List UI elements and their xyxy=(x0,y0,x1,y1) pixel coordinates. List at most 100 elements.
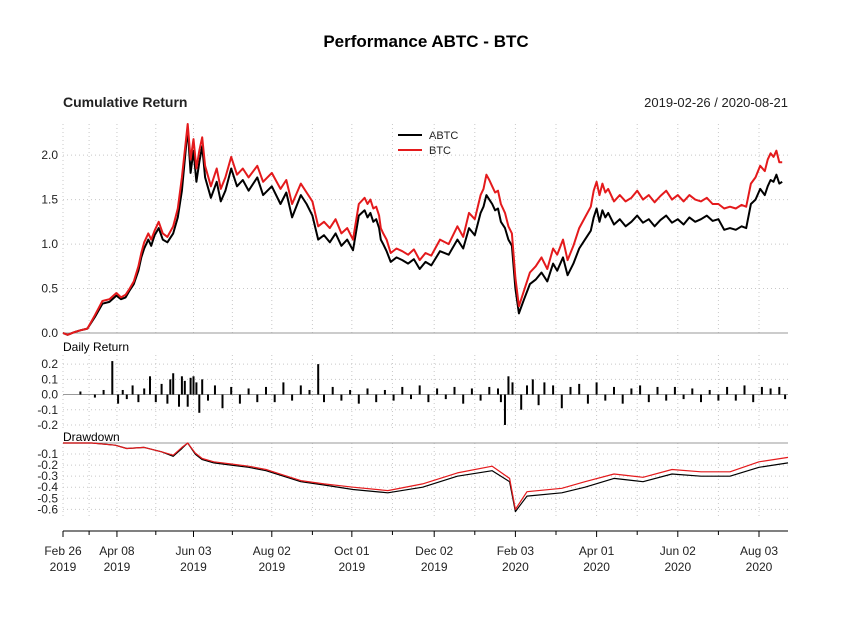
cum-ytick-label: 1.0 xyxy=(41,237,58,251)
daily-return-bar xyxy=(192,376,195,395)
daily-return-bar xyxy=(178,394,180,407)
daily-return-bar xyxy=(453,386,456,395)
daily-return-bar xyxy=(743,385,746,395)
daily-return-bar xyxy=(131,385,134,395)
daily-return-bar xyxy=(198,394,201,413)
daily-return-bar xyxy=(375,394,378,403)
daily-return-bar xyxy=(273,394,276,403)
daily-return-bar xyxy=(673,386,676,395)
grid-lines xyxy=(62,124,788,516)
daily-return-bar xyxy=(531,379,534,395)
daily-return-bar xyxy=(708,389,711,395)
daily-return-bar xyxy=(247,388,250,395)
daily-return-bar xyxy=(752,394,755,403)
cum-ytick-label: 1.5 xyxy=(41,193,58,207)
daily-return-bar xyxy=(256,394,259,403)
daily-return-bar xyxy=(760,386,763,395)
daily-return-bar xyxy=(613,386,615,395)
daily-return-bar xyxy=(238,394,241,404)
daily-return-bar xyxy=(691,388,694,395)
dd-ytick-label: -0.5 xyxy=(37,491,58,505)
daily-return-bar xyxy=(497,388,499,395)
x-tick-year: 2019 xyxy=(104,560,131,574)
daily-return-bar xyxy=(230,386,233,395)
daily-return-bar xyxy=(186,394,189,407)
drawdown-panel: -0.1-0.2-0.3-0.4-0.5-0.6 xyxy=(37,442,789,516)
daily-return-bar xyxy=(665,394,668,401)
x-tick-month: Jun 02 xyxy=(660,544,696,558)
daily-return-bar xyxy=(154,394,157,403)
daily-ytick-label: 0.1 xyxy=(41,372,58,386)
daily-return-bar xyxy=(317,364,320,395)
x-tick-month: Oct 01 xyxy=(334,544,370,558)
daily-return-bar xyxy=(121,389,124,395)
daily-return-bar xyxy=(656,386,659,395)
drawdown-title: Drawdown xyxy=(63,430,120,444)
x-tick-month: Aug 02 xyxy=(253,544,291,558)
x-tick-year: 2019 xyxy=(50,560,77,574)
daily-return-bar xyxy=(734,394,737,401)
daily-return-bar xyxy=(169,379,172,395)
daily-return-bar xyxy=(427,394,430,403)
cum-series-abtc xyxy=(62,127,783,336)
daily-return-bar xyxy=(137,394,140,403)
cum-ytick-label: 0.0 xyxy=(41,326,58,340)
daily-return-bar xyxy=(444,394,447,400)
x-tick-month: Feb 03 xyxy=(497,544,535,558)
daily-return-bar xyxy=(265,386,267,395)
daily-return-bar xyxy=(340,394,343,401)
daily-return-bar xyxy=(410,394,412,400)
x-axis: Feb 26 2019 Apr 08 2019 Jun 03 2019 Aug 02 2019… xyxy=(44,530,788,574)
dd-ytick-label: -0.3 xyxy=(37,469,58,483)
daily-return-bar xyxy=(383,389,386,395)
daily-return-title: Daily Return xyxy=(63,340,129,354)
daily-return-bar xyxy=(125,394,128,400)
dd-ytick-label: -0.4 xyxy=(37,480,58,494)
x-tick-year: 2020 xyxy=(746,560,773,574)
x-tick-year: 2020 xyxy=(664,560,691,574)
x-tick-month: Jun 03 xyxy=(175,544,211,558)
daily-ytick-label: 0.0 xyxy=(41,388,58,402)
daily-return-bar xyxy=(595,382,598,395)
daily-return-bar xyxy=(201,379,204,395)
x-tick-month: Dec 02 xyxy=(415,544,453,558)
daily-return-bar xyxy=(291,394,294,401)
daily-return-bar xyxy=(470,388,473,395)
daily-return-bar xyxy=(401,386,404,395)
daily-return-bar xyxy=(560,394,563,409)
daily-return-bar xyxy=(149,376,151,395)
x-tick-year: 2019 xyxy=(180,560,207,574)
daily-return-bar xyxy=(784,394,787,400)
daily-return-bar xyxy=(213,385,216,395)
x-tick-year: 2020 xyxy=(583,560,610,574)
daily-return-bar xyxy=(499,394,502,403)
cum-ytick-label: 2.0 xyxy=(41,148,58,162)
daily-return-bar xyxy=(604,394,607,401)
daily-return-bar xyxy=(221,394,224,409)
daily-return-bar xyxy=(586,394,589,404)
daily-return-bar xyxy=(520,394,523,410)
daily-return-bar xyxy=(189,377,192,395)
daily-return-bar xyxy=(578,383,581,395)
daily-return-bar xyxy=(647,394,650,403)
daily-return-bar xyxy=(166,394,169,404)
daily-return-bar xyxy=(630,388,633,395)
daily-return-bar xyxy=(488,386,491,395)
x-tick-month: Apr 08 xyxy=(99,544,135,558)
daily-return-bar xyxy=(436,388,439,395)
x-tick-year: 2020 xyxy=(502,560,529,574)
daily-return-bar xyxy=(537,394,540,406)
dd-ytick-label: -0.1 xyxy=(37,447,58,461)
cumulative-title: Cumulative Return xyxy=(63,94,187,110)
daily-return-bar xyxy=(366,388,369,395)
legend: ABTC BTC xyxy=(398,130,458,157)
daily-return-bar xyxy=(349,389,352,395)
daily-ytick-label: -0.1 xyxy=(37,403,58,417)
daily-return-bar xyxy=(462,394,465,404)
dd-series-btc xyxy=(63,442,789,510)
daily-return-bar xyxy=(357,394,360,404)
daily-return-bar xyxy=(700,394,702,403)
dd-ytick-label: -0.6 xyxy=(37,502,58,516)
daily-return-bar xyxy=(102,389,105,395)
